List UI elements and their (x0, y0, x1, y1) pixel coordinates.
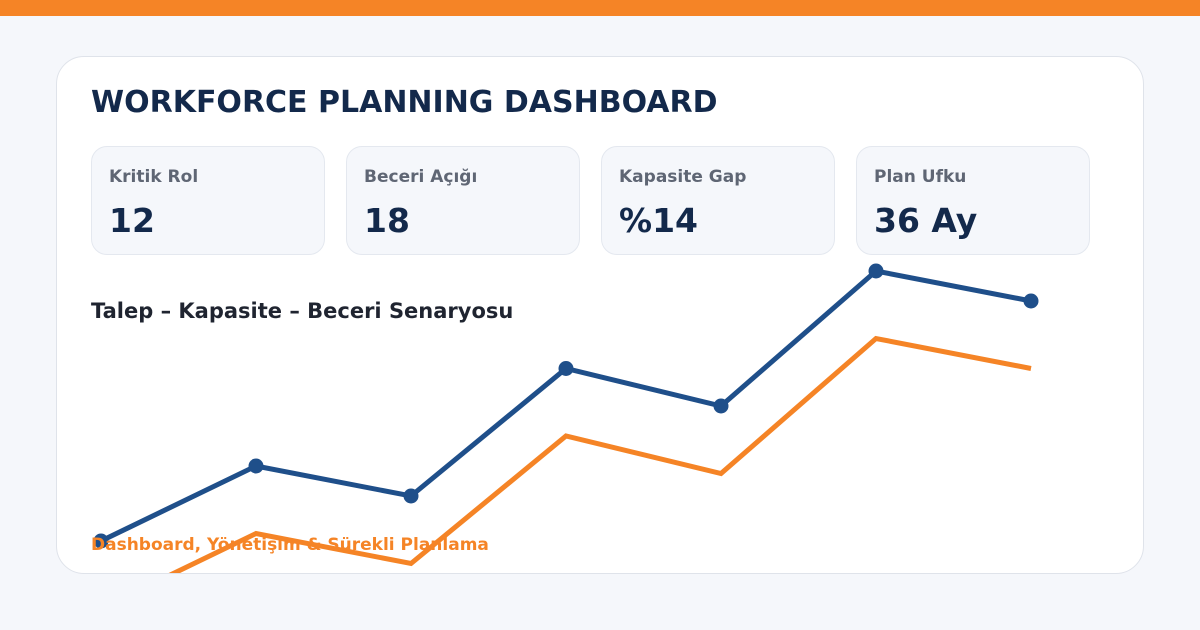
footer-caption: Dashboard, Yönetişim & Sürekli Planlama (91, 535, 489, 555)
series-line-2 (168, 335, 1032, 573)
kpi-value: 36 Ay (874, 201, 978, 240)
series-1-point (868, 263, 884, 279)
kpi-card-skill-gap: Beceri Açığı 18 (346, 146, 580, 255)
kpi-value: 18 (364, 201, 410, 240)
kpi-value: %14 (619, 201, 698, 240)
kpi-label: Plan Ufku (874, 167, 967, 187)
kpi-card-plan-horizon: Plan Ufku 36 Ay (856, 146, 1090, 255)
series-1-point (248, 458, 264, 474)
series-1-point (1023, 293, 1039, 309)
dashboard-title: WORKFORCE PLANNING DASHBOARD (91, 85, 718, 120)
kpi-label: Beceri Açığı (364, 167, 478, 187)
kpi-value: 12 (109, 201, 155, 240)
series-1-point (558, 361, 574, 376)
series-1-point (403, 488, 419, 504)
kpi-label: Kritik Rol (109, 167, 199, 187)
series-1-point (93, 533, 109, 549)
kpi-card-capacity-gap: Kapasite Gap %14 (601, 146, 835, 255)
top-accent-bar (0, 0, 1200, 16)
kpi-card-critical-roles: Kritik Rol 12 (91, 146, 325, 255)
kpi-label: Kapasite Gap (619, 167, 747, 187)
dashboard-card: WORKFORCE PLANNING DASHBOARD Kritik Rol … (56, 56, 1144, 574)
series-line-1 (99, 268, 1032, 544)
scenario-line-chart (93, 263, 1039, 573)
chart-title: Talep – Kapasite – Beceri Senaryosu (91, 299, 514, 323)
series-1-point (713, 398, 729, 414)
